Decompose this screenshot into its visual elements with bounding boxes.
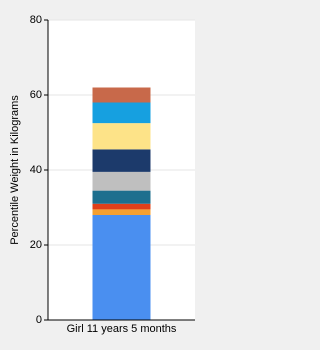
- bar-segment: [92, 215, 151, 320]
- bar-segment: [92, 190, 151, 204]
- y-tick-label: 80: [30, 14, 42, 26]
- bar-segment: [92, 149, 151, 172]
- y-tick-label: 40: [30, 164, 42, 176]
- chart: Percentile Weight in Kilograms 0 20 40 60 80…: [9, 14, 195, 335]
- bar-segment: [92, 123, 151, 150]
- y-tick-label: 0: [36, 314, 42, 326]
- bar-segment: [92, 87, 151, 103]
- bar-segment: [92, 171, 151, 191]
- y-tick-label: 60: [30, 89, 42, 101]
- bar-segment: [92, 203, 151, 210]
- bar-segment: [92, 209, 151, 215]
- x-tick-label: Girl 11 years 5 months: [67, 323, 177, 335]
- y-tick-label: 20: [30, 239, 42, 251]
- y-axis-label: Percentile Weight in Kilograms: [9, 95, 21, 245]
- bar-segment: [92, 102, 151, 124]
